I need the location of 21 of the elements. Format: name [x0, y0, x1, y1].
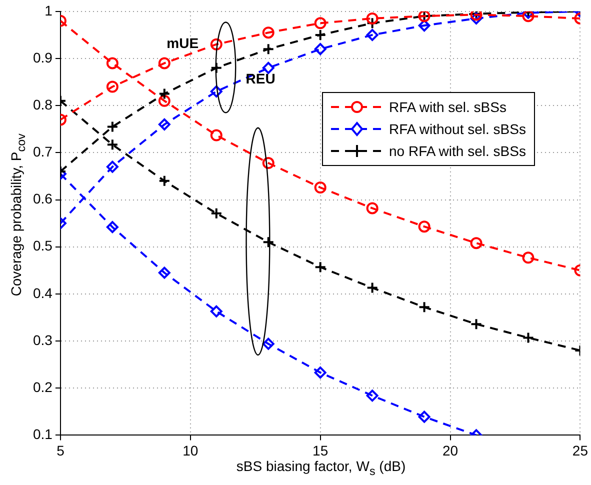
- legend-label: no RFA with sel. sBSs: [389, 143, 526, 159]
- annotation: mUE: [166, 35, 199, 52]
- x-tick-label: 15: [312, 442, 328, 458]
- y-tick-label: 0.2: [32, 378, 53, 395]
- y-tick-label: 0.1: [32, 426, 53, 442]
- y-tick-label: 0.6: [32, 190, 53, 207]
- x-tick-label: 5: [56, 442, 65, 458]
- x-tick-label: 10: [182, 442, 198, 458]
- x-tick-label: 20: [442, 442, 458, 458]
- annotation: REU: [246, 70, 276, 87]
- y-tick-label: 0.7: [32, 144, 53, 160]
- y-tick-label: 0.3: [32, 332, 53, 348]
- x-axis-title: sBS biasing factor, W$_{s}$ (dB): [235, 458, 407, 478]
- y-tick-label: 0.5: [32, 238, 53, 254]
- legend-label: RFA with sel. sBSs: [389, 99, 506, 115]
- legend-label: RFA without sel. sBSs: [389, 121, 526, 137]
- y-tick-label: 1: [44, 2, 53, 18]
- y-tick-label: 0.4: [32, 284, 53, 301]
- y-tick-label: 0.9: [32, 49, 53, 66]
- y-tick-label: 0.8: [32, 96, 53, 112]
- x-tick-label: 25: [572, 442, 588, 458]
